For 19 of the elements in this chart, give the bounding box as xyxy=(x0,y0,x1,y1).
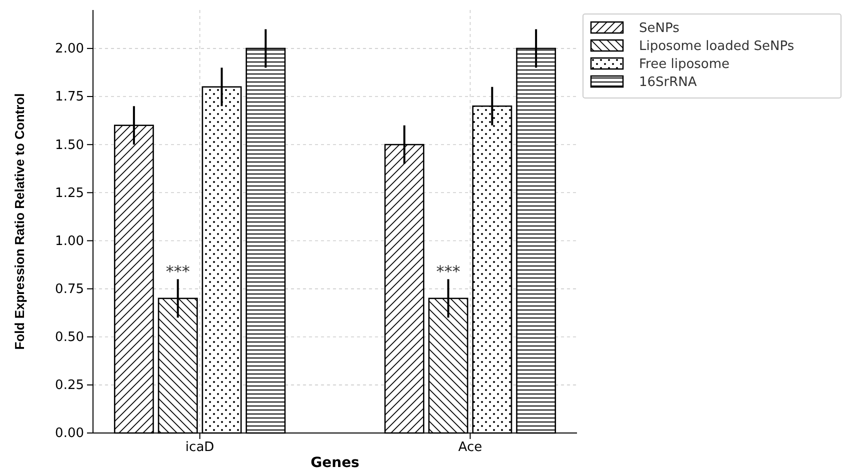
y-tick-label: 0.50 xyxy=(55,330,84,346)
legend-label: SeNPs xyxy=(639,21,680,36)
annotation: *** xyxy=(436,262,460,282)
x-tick-label: icaD xyxy=(185,440,214,456)
legend-label: Liposome loaded SeNPs xyxy=(639,39,794,54)
y-tick-label: 2.00 xyxy=(55,42,84,57)
y-tick-label: 1.00 xyxy=(55,234,84,249)
annotation: *** xyxy=(166,262,190,282)
y-tick-label: 0.75 xyxy=(55,282,84,297)
y-tick-label: 1.50 xyxy=(55,138,84,153)
y-tick-label: 1.75 xyxy=(55,90,84,105)
y-tick-label: 1.25 xyxy=(55,186,84,201)
y-tick-label: 0.00 xyxy=(55,426,84,442)
y-axis-title: Fold Expression Ratio Relative to Control xyxy=(12,93,27,350)
legend-label: 16SrRNA xyxy=(639,75,697,90)
legend-label: Free liposome xyxy=(639,57,730,72)
y-tick-label: 0.25 xyxy=(55,378,84,394)
x-tick-label: Ace xyxy=(458,440,482,456)
x-axis-title: Genes xyxy=(310,455,360,471)
